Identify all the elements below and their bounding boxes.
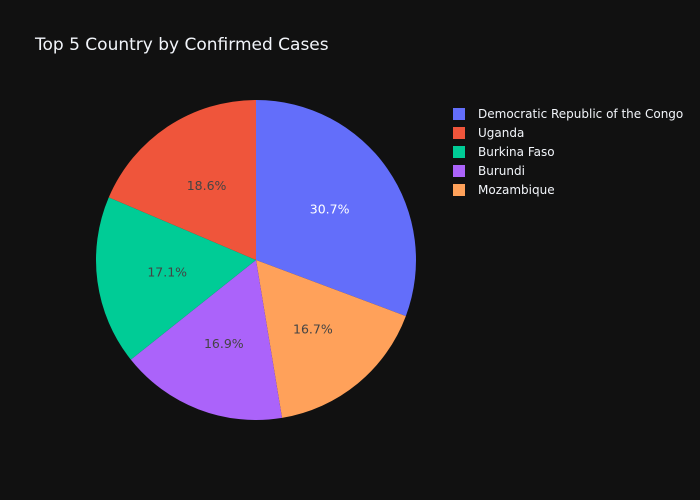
legend-item-burkina-faso[interactable]: Burkina Faso xyxy=(453,145,555,159)
legend-swatch-burkina-faso xyxy=(453,146,465,158)
pie-slice-burundi[interactable] xyxy=(130,260,283,420)
slice-percent-label-democratic-republic-of-the-congo: 30.7% xyxy=(310,201,350,216)
chart-title: Top 5 Country by Confirmed Cases xyxy=(34,35,329,55)
legend-swatch-uganda xyxy=(453,127,465,139)
legend-label-burundi: Burundi xyxy=(478,164,525,178)
legend-swatch-democratic-republic-of-the-congo xyxy=(453,108,465,120)
pie-slice-democratic-republic-of-the-congo[interactable] xyxy=(256,100,416,317)
legend-label-democratic-republic-of-the-congo: Democratic Republic of the Congo xyxy=(478,107,683,121)
pie-slice-mozambique[interactable] xyxy=(256,260,406,418)
legend-label-burkina-faso: Burkina Faso xyxy=(478,145,555,159)
legend-item-democratic-republic-of-the-congo[interactable]: Democratic Republic of the Congo xyxy=(453,107,683,121)
slice-percent-label-mozambique: 16.7% xyxy=(293,322,333,337)
slice-percent-label-burundi: 16.9% xyxy=(204,336,244,351)
pie-slice-uganda[interactable] xyxy=(108,100,256,260)
pie-slice-labels: 30.7% 16.7% 16.9% 17.1% 18.6% xyxy=(147,178,349,351)
legend: Democratic Republic of the Congo Uganda Bu… xyxy=(453,107,683,197)
legend-label-uganda: Uganda xyxy=(478,126,524,140)
legend-item-mozambique[interactable]: Mozambique xyxy=(453,183,555,197)
pie-slice-burkina-faso[interactable] xyxy=(95,197,256,360)
legend-item-uganda[interactable]: Uganda xyxy=(453,126,524,140)
pie-slices xyxy=(95,100,416,420)
slice-percent-label-uganda: 18.6% xyxy=(187,178,227,193)
legend-swatch-burundi xyxy=(453,165,465,177)
legend-label-mozambique: Mozambique xyxy=(478,183,555,197)
legend-swatch-mozambique xyxy=(453,184,465,196)
legend-item-burundi[interactable]: Burundi xyxy=(453,164,525,178)
slice-percent-label-burkina-faso: 17.1% xyxy=(147,265,187,280)
